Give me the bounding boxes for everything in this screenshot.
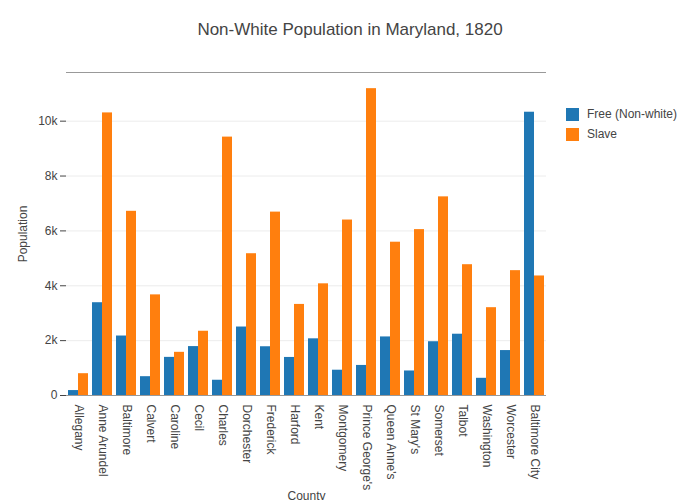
html-text:Non-White Population in Maryla: Non-White Population in Maryland, 1820	[197, 20, 503, 39]
svg-text:Cecil: Cecil	[192, 405, 206, 432]
svg-text:4k: 4k	[45, 279, 59, 293]
svg-text:Queen Anne's: Queen Anne's	[384, 405, 398, 480]
svg-text:Talbot: Talbot	[456, 405, 470, 438]
svg-text:Harford: Harford	[288, 405, 302, 445]
svg-text:Kent: Kent	[312, 405, 326, 430]
html-text:Slave: Slave	[587, 127, 617, 141]
svg-text:Baltimore: Baltimore	[120, 405, 134, 456]
svg-text:Washington: Washington	[480, 405, 494, 468]
svg-text:2k: 2k	[45, 333, 59, 347]
svg-text:Frederick: Frederick	[264, 405, 278, 456]
svg-text:Calvert: Calvert	[144, 405, 158, 444]
svg-text:Allegany: Allegany	[72, 405, 86, 451]
svg-text:Baltimore City: Baltimore City	[528, 405, 542, 480]
svg-text:Charles: Charles	[216, 405, 230, 446]
html-text:Free (Non-white): Free (Non-white)	[587, 107, 677, 121]
svg-text:Anne Arundel: Anne Arundel	[96, 405, 110, 477]
svg-text:Caroline: Caroline	[168, 405, 182, 450]
svg-text:6k: 6k	[45, 224, 59, 238]
svg-text:Population: Population	[16, 206, 30, 263]
svg-text:8k: 8k	[45, 169, 59, 183]
svg-text:Worcester: Worcester	[504, 405, 518, 459]
svg-text:0: 0	[51, 388, 58, 402]
svg-text:St Mary's: St Mary's	[408, 405, 422, 455]
svg-text:Montgomery: Montgomery	[336, 405, 350, 472]
svg-text:Prince George's: Prince George's	[360, 405, 374, 491]
svg-text:Dorchester: Dorchester	[240, 405, 254, 464]
svg-text:10k: 10k	[38, 114, 58, 128]
svg-text:Somerset: Somerset	[432, 405, 446, 457]
svg-text:County: County	[287, 489, 325, 500]
